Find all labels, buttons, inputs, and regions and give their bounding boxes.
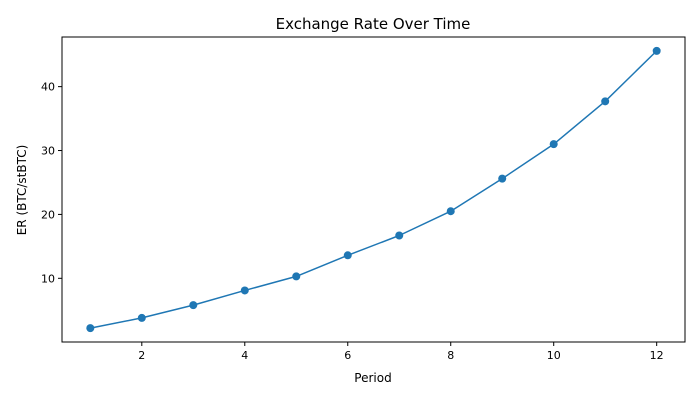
- x-axis-label: Period: [354, 371, 391, 385]
- data-point: [86, 324, 95, 333]
- data-point: [652, 46, 661, 55]
- data-point: [189, 301, 198, 310]
- series-line: [90, 50, 658, 329]
- data-point: [549, 140, 558, 149]
- y-tick-label: 10: [41, 272, 55, 285]
- x-tick-label: 12: [650, 349, 664, 362]
- x-tick-label: 8: [447, 349, 454, 362]
- data-point: [343, 251, 352, 260]
- data-point: [137, 313, 146, 322]
- data-point: [240, 286, 249, 295]
- data-point: [446, 207, 455, 216]
- chart-title: Exchange Rate Over Time: [276, 15, 471, 33]
- data-point: [601, 97, 610, 106]
- x-tick-label: 4: [241, 349, 248, 362]
- axes-frame: [61, 36, 686, 343]
- x-tick-label: 10: [547, 349, 561, 362]
- data-point: [395, 231, 404, 240]
- x-tick-label: 2: [138, 349, 145, 362]
- y-tick-label: 40: [41, 81, 55, 94]
- data-point: [292, 272, 301, 281]
- y-tick-label: 20: [41, 208, 55, 221]
- y-axis-label: ER (BTC/stBTC): [15, 145, 29, 236]
- plot-area: 2 4 6 8 10 12 10 20 30 40: [41, 36, 686, 362]
- data-point: [498, 174, 507, 183]
- x-tick-label: 6: [344, 349, 351, 362]
- y-tick-label: 30: [41, 145, 55, 158]
